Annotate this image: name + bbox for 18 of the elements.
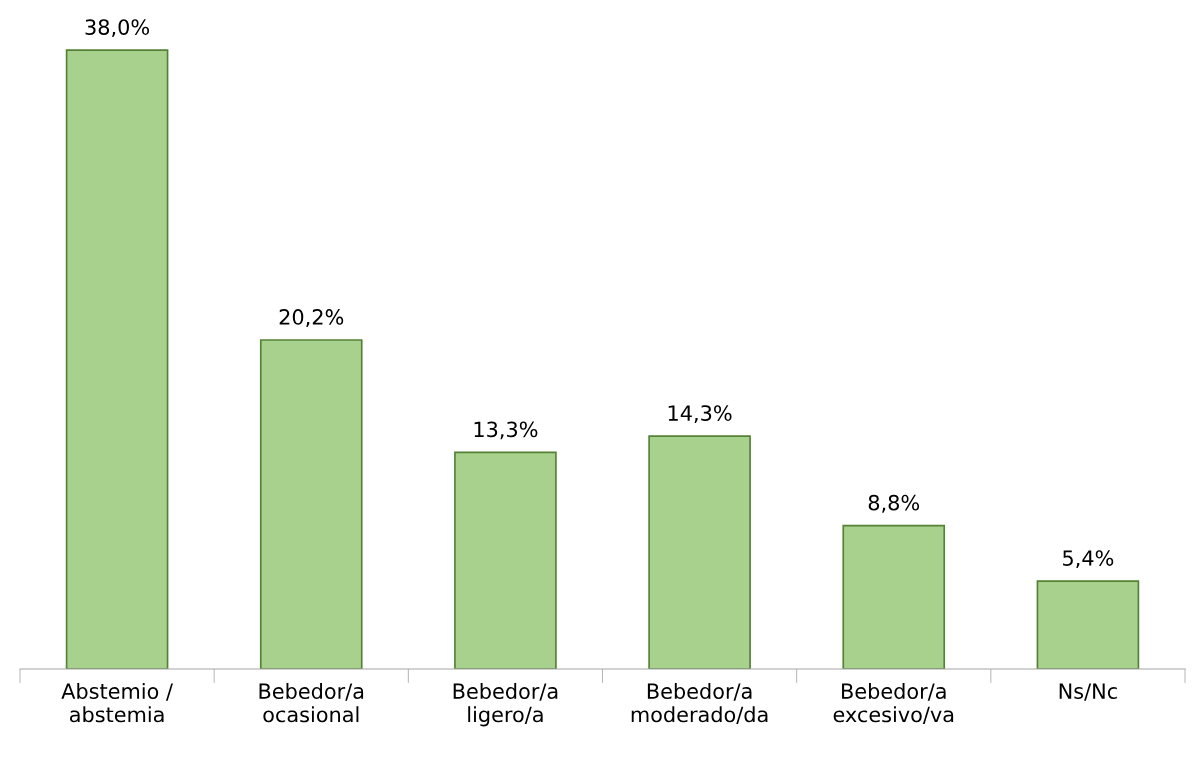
bar [842, 524, 946, 669]
bar [648, 435, 751, 669]
x-tick-label: Bebedor/a ocasional [259, 682, 364, 723]
bar [1036, 580, 1140, 669]
data-label: 14,3% [668, 405, 732, 424]
data-label: 20,2% [279, 309, 344, 327]
data-label: 5,4% [1063, 550, 1114, 569]
x-tick-label: Abstemio / abstemia [61, 682, 173, 723]
x-tick-label: Bebedor/a excesivo/va [833, 682, 954, 724]
x-tick-label: Bebedor/a moderado/da [631, 682, 768, 724]
bar [259, 339, 363, 669]
bar [454, 451, 557, 669]
data-label: 13,3% [474, 421, 538, 440]
data-label: 8,8% [868, 494, 920, 513]
x-tick-label: Bebedor/a ligero/a [453, 682, 558, 727]
bar [65, 49, 169, 669]
data-label: 38,0% [85, 19, 150, 38]
x-tick-label: Ns/Nc [1059, 683, 1117, 701]
